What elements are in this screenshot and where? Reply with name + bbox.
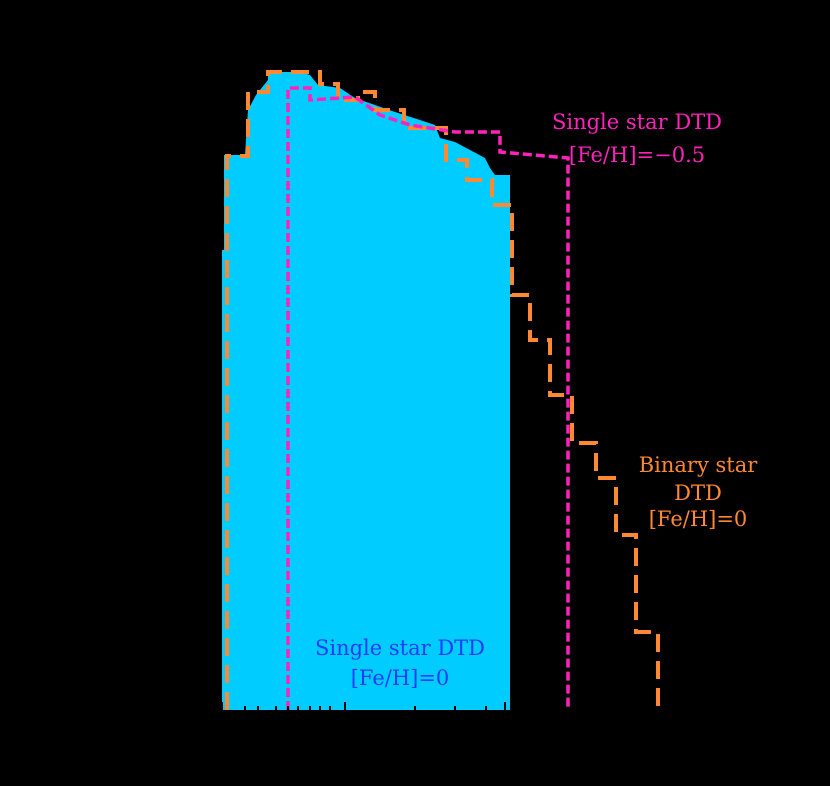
label-single-star-feh0: Single star DTD [Fe/H]=0	[315, 636, 485, 690]
single-star-fehm05-line	[286, 86, 570, 710]
binary-star-feh0-line	[225, 70, 660, 710]
series-layer	[222, 70, 660, 710]
annotation-line: Binary star	[639, 453, 759, 477]
annotation-line: DTD	[674, 481, 722, 505]
annotation-line: Single star DTD	[552, 110, 722, 134]
annotation-layer: Single star DTD [Fe/H]=−0.5 Binary star DTD…	[315, 110, 758, 690]
annotation-line: Single star DTD	[315, 636, 485, 660]
label-binary-star-feh0: Binary star DTD[Fe/H]=0	[639, 453, 759, 531]
label-single-star-fehm05: Single star DTD [Fe/H]=−0.5	[552, 110, 722, 167]
annotation-line: [Fe/H]=0	[649, 507, 748, 531]
annotation-line: [Fe/H]=−0.5	[569, 143, 705, 167]
x-axis-ticks	[221, 702, 506, 710]
single-star-feh0-area	[222, 72, 510, 710]
annotation-line: [Fe/H]=0	[351, 666, 450, 690]
